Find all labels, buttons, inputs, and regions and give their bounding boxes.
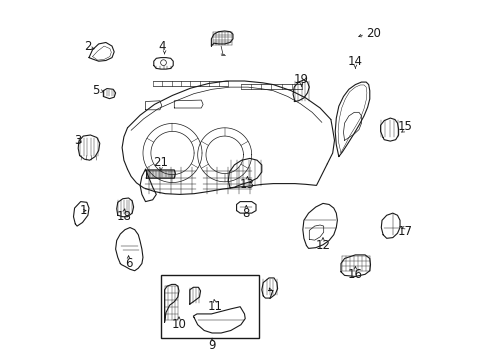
Bar <box>161 275 258 338</box>
Text: 8: 8 <box>242 207 249 220</box>
Text: 12: 12 <box>315 239 330 252</box>
Text: 18: 18 <box>116 210 131 223</box>
Text: 15: 15 <box>396 120 411 133</box>
Text: 6: 6 <box>124 257 132 270</box>
Text: 16: 16 <box>347 268 362 281</box>
Text: 2: 2 <box>84 40 92 53</box>
Text: 1: 1 <box>80 204 87 217</box>
Text: 14: 14 <box>347 55 362 68</box>
Text: 9: 9 <box>208 339 215 352</box>
Text: 19: 19 <box>293 73 308 86</box>
Text: 11: 11 <box>207 300 222 313</box>
Text: 5: 5 <box>92 84 100 97</box>
Text: 13: 13 <box>240 178 254 191</box>
Text: 17: 17 <box>396 225 411 238</box>
Text: 21: 21 <box>153 156 168 169</box>
Text: 7: 7 <box>267 289 274 302</box>
Text: 4: 4 <box>158 40 165 53</box>
Text: 3: 3 <box>75 134 82 147</box>
Text: 20: 20 <box>366 27 380 40</box>
Text: 10: 10 <box>171 318 186 331</box>
